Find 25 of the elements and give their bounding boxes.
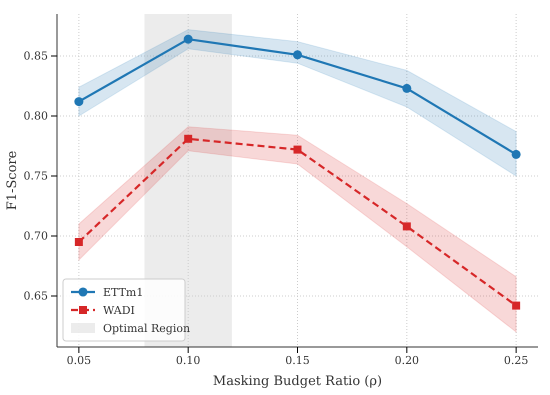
- y-axis-title: F1-Score: [5, 150, 20, 210]
- y-tick-label: 0.65: [24, 290, 48, 303]
- point: [512, 302, 520, 310]
- point: [402, 84, 412, 93]
- point: [402, 222, 411, 230]
- y-tick-label: 0.75: [24, 170, 48, 183]
- band-label: Optimal Region: [103, 322, 190, 335]
- y-tick-label: 0.70: [24, 230, 48, 243]
- point: [184, 34, 193, 44]
- x-tick-label: 0.20: [394, 354, 420, 367]
- point: [292, 50, 302, 60]
- point: [74, 238, 83, 246]
- legend-label: WADI: [103, 304, 135, 317]
- x-tick-label: 0.05: [66, 354, 92, 367]
- point: [294, 146, 302, 154]
- point: [512, 150, 521, 159]
- y-tick-label: 0.80: [24, 110, 48, 123]
- legend-label: ETTm1: [103, 286, 144, 299]
- x-tick-label: 0.15: [285, 354, 310, 367]
- point: [184, 134, 192, 143]
- x-tick-label: 0.10: [176, 354, 200, 367]
- point: [74, 97, 84, 106]
- x-tick-label: 0.25: [504, 354, 528, 367]
- x-axis-title: Masking Budget Ratio (ρ): [212, 374, 382, 389]
- y-tick-label: 0.85: [24, 50, 48, 63]
